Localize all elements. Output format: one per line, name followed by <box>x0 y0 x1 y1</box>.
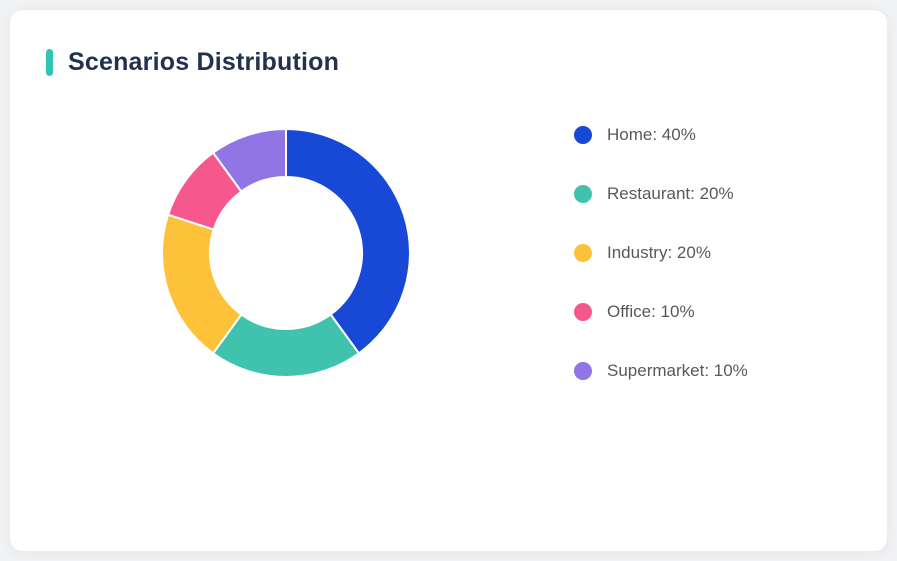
title-accent-bar <box>46 49 53 76</box>
legend-label: Supermarket: 10% <box>607 361 748 380</box>
legend-item-home[interactable]: Home: 40% <box>574 125 748 145</box>
legend: Home: 40% Restaurant: 20% Industry: 20% … <box>574 125 748 381</box>
donut-chart[interactable] <box>156 123 416 383</box>
legend-label: Restaurant: 20% <box>607 184 734 203</box>
legend-label: Industry: 20% <box>607 243 711 262</box>
donut-segment-home[interactable] <box>285 128 411 355</box>
legend-dot <box>574 362 592 380</box>
legend-item-restaurant[interactable]: Restaurant: 20% <box>574 184 748 204</box>
donut-segment-supermarket[interactable] <box>212 128 287 193</box>
legend-label: Home: 40% <box>607 125 696 144</box>
donut-segment-industry[interactable] <box>161 213 243 355</box>
legend-dot <box>574 185 592 203</box>
legend-item-industry[interactable]: Industry: 20% <box>574 243 748 263</box>
legend-dot <box>574 303 592 321</box>
donut-chart-container <box>156 123 416 383</box>
scenarios-distribution-card: Scenarios Distribution Home: 40% Restaur… <box>9 9 888 552</box>
chart-area: Home: 40% Restaurant: 20% Industry: 20% … <box>46 123 851 383</box>
legend-label: Office: 10% <box>607 302 695 321</box>
card-header: Scenarios Distribution <box>46 48 851 77</box>
legend-item-supermarket[interactable]: Supermarket: 10% <box>574 361 748 381</box>
legend-dot <box>574 126 592 144</box>
page-title: Scenarios Distribution <box>68 48 340 76</box>
legend-item-office[interactable]: Office: 10% <box>574 302 748 322</box>
legend-dot <box>574 244 592 262</box>
